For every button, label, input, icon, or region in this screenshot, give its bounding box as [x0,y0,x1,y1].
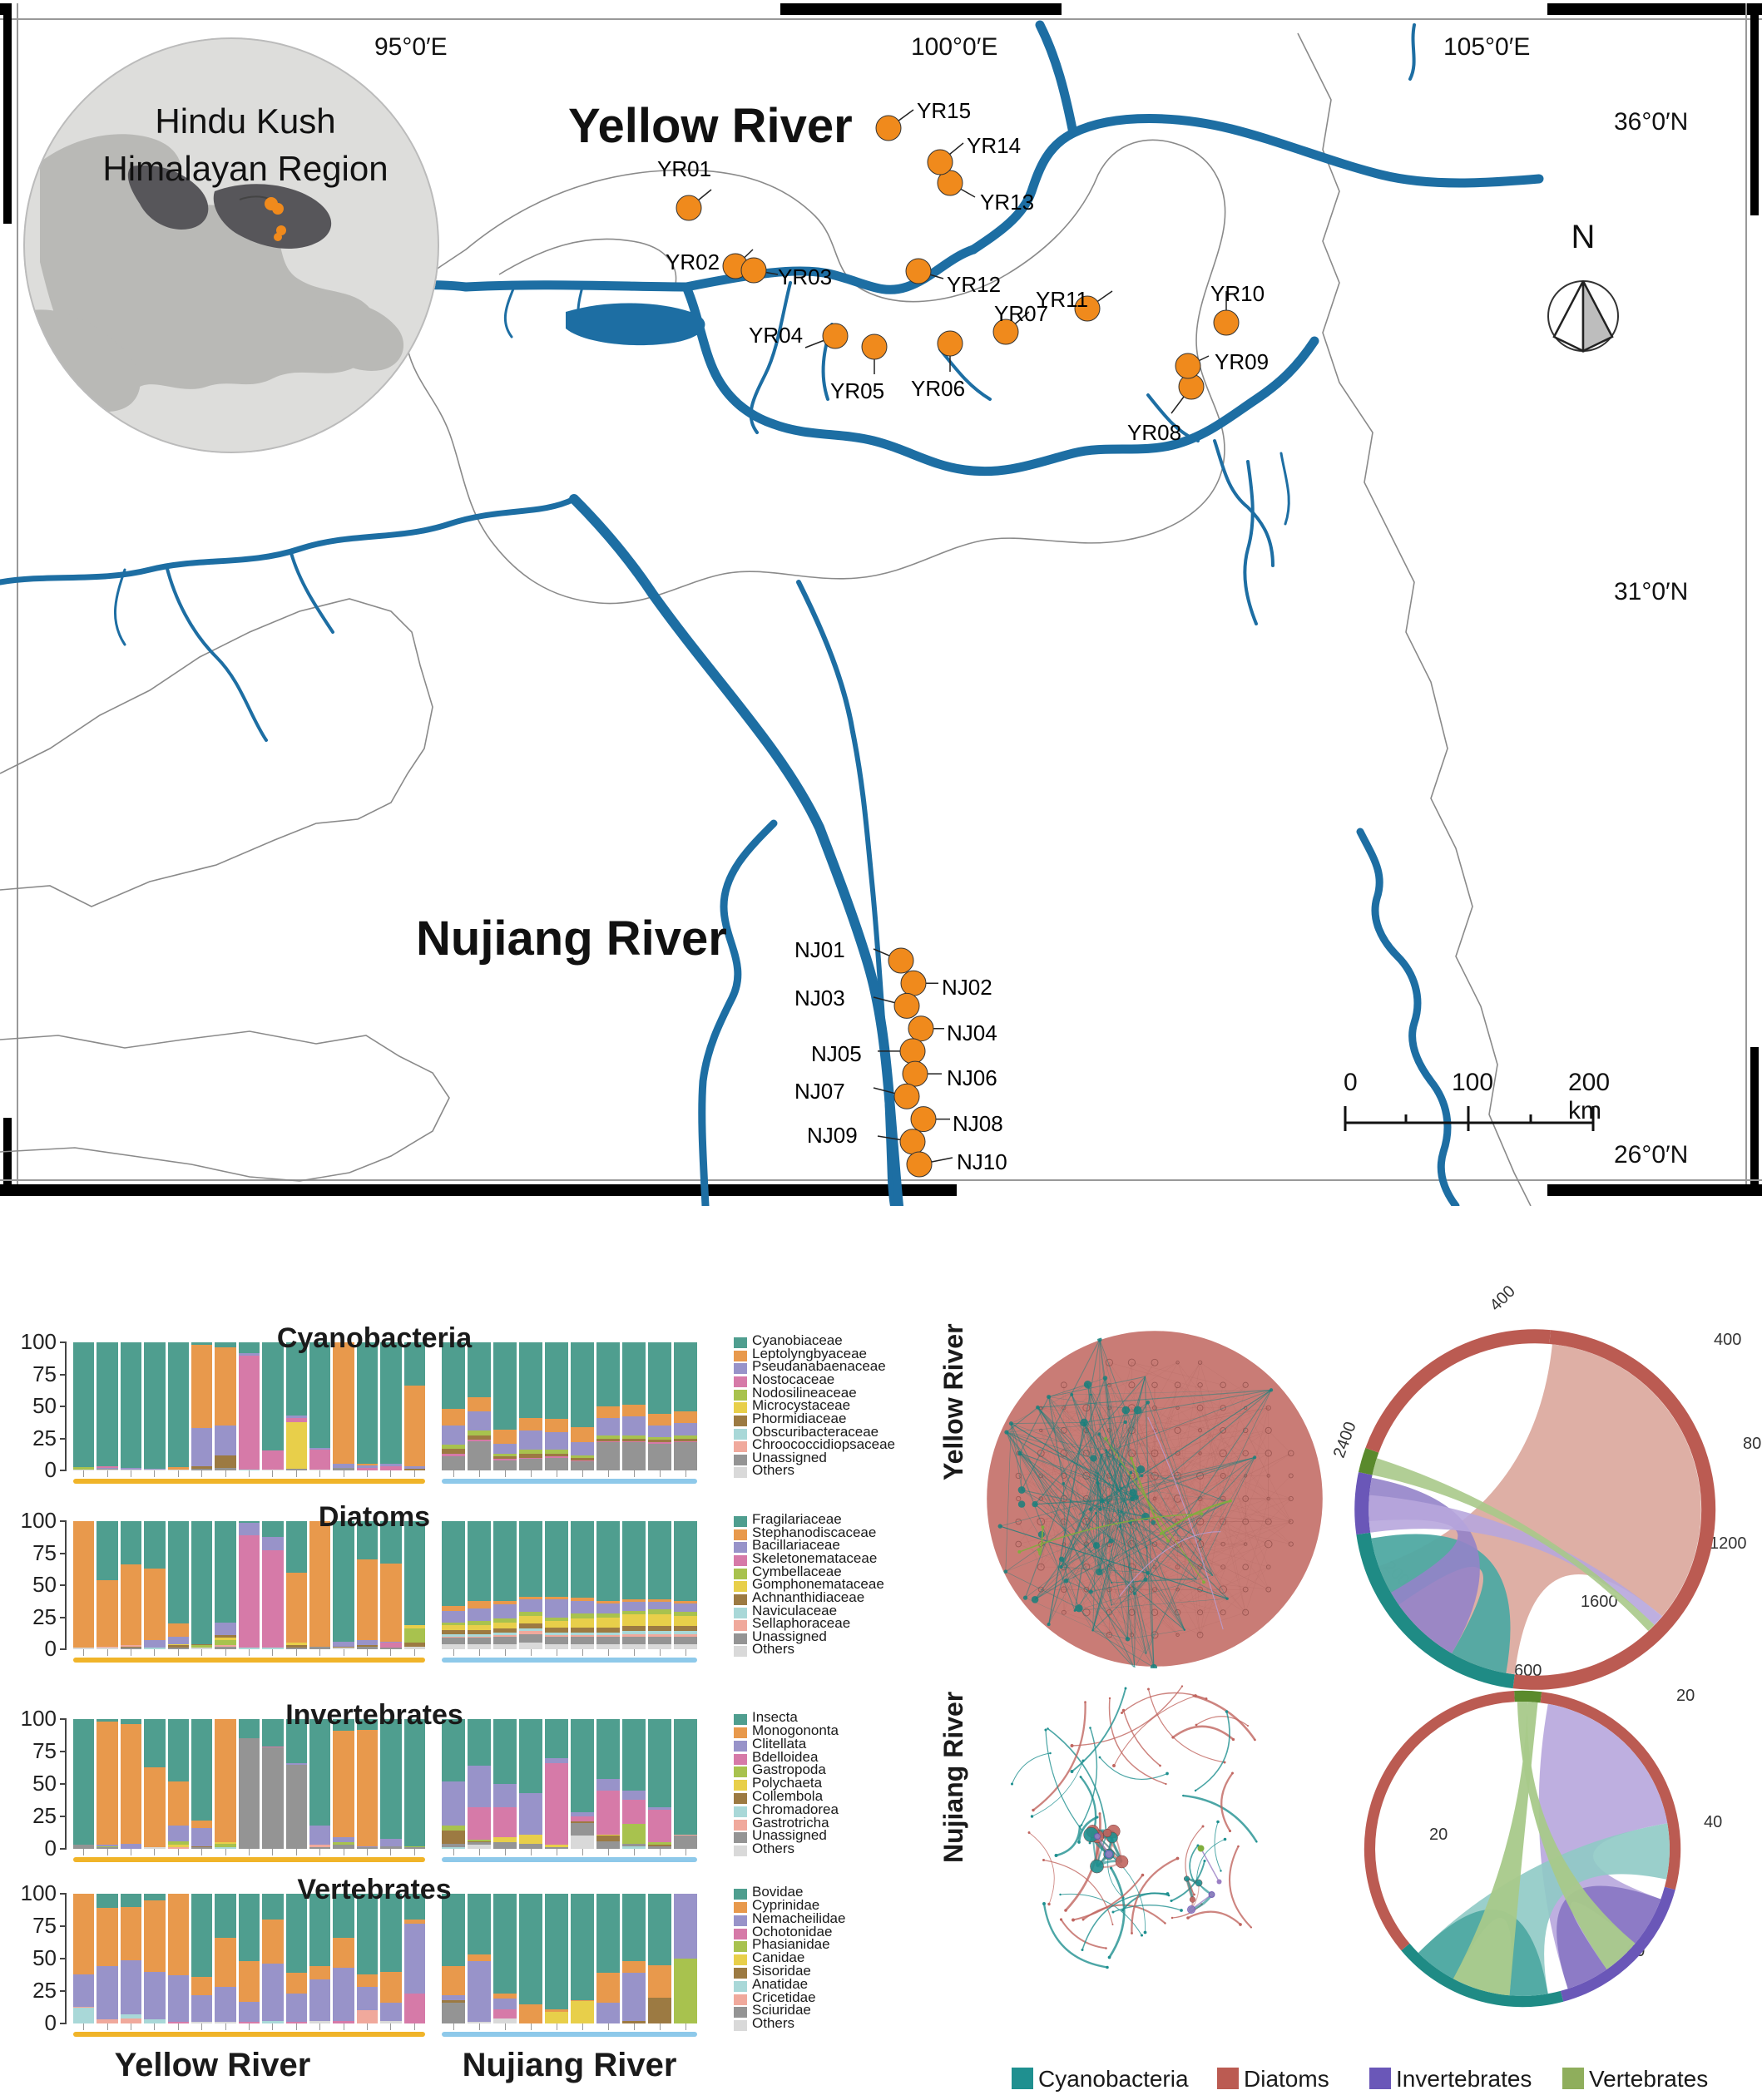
svg-text:N: N [1571,225,1596,255]
